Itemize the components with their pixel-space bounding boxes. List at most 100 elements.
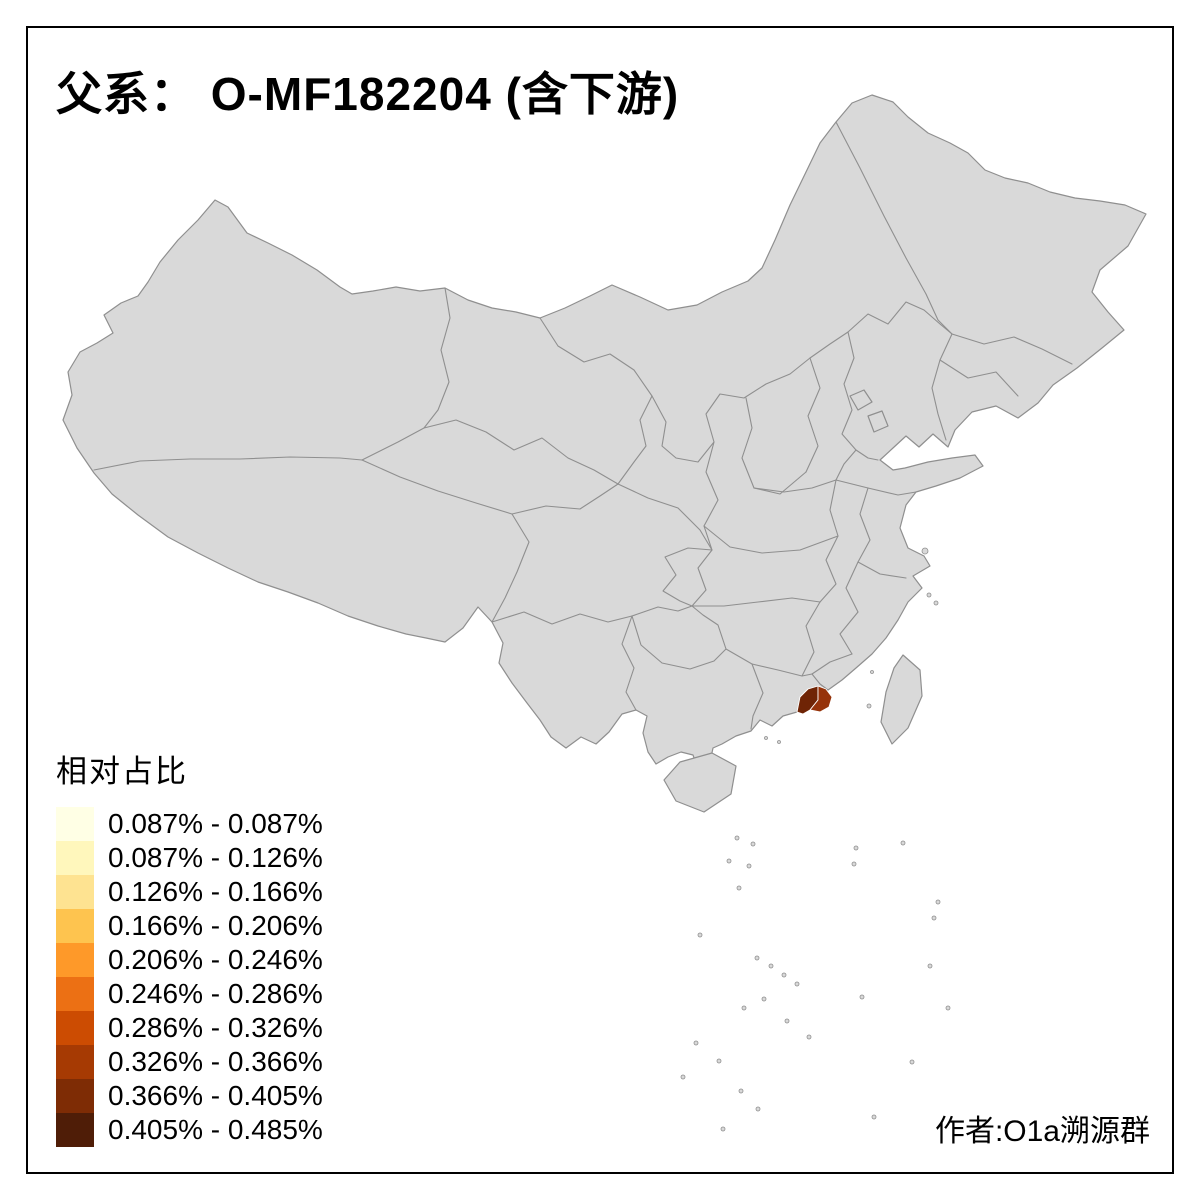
- province-border: [741, 397, 755, 489]
- province-border: [361, 459, 513, 515]
- island-mark: [935, 899, 941, 905]
- legend-swatch: [56, 1079, 94, 1113]
- legend-swatch: [56, 977, 94, 1011]
- island-mark: [851, 861, 857, 867]
- province-border: [811, 673, 829, 691]
- legend-label: 0.405% - 0.485%: [108, 1114, 323, 1145]
- province-border: [631, 605, 727, 670]
- island-mark: [933, 600, 939, 606]
- province-border: [703, 525, 839, 554]
- legend-label: 0.366% - 0.405%: [108, 1080, 323, 1111]
- province-border: [617, 395, 653, 485]
- highlighted-region: [809, 685, 833, 713]
- province-border: [841, 331, 879, 461]
- island-mark: [761, 996, 767, 1002]
- island-mark: [866, 703, 872, 709]
- page-title: 父系： O-MF182204 (含下游): [56, 68, 680, 120]
- legend-swatch: [56, 1113, 94, 1147]
- province-border: [539, 317, 849, 463]
- island-mark: [716, 1058, 722, 1064]
- hainan-island-region: [663, 752, 737, 813]
- province-border: [847, 301, 953, 335]
- island-mark: [931, 915, 937, 921]
- province-border: [621, 615, 637, 711]
- province-border: [662, 547, 713, 607]
- province-border: [491, 513, 530, 623]
- province-border: [750, 663, 764, 730]
- legend-item: 0.126% - 0.166%: [56, 875, 323, 909]
- island-mark: [859, 994, 865, 1000]
- map-regions: [62, 94, 1147, 813]
- province-border: [939, 359, 1019, 397]
- legend-swatch: [56, 807, 94, 841]
- island-mark: [738, 1088, 744, 1094]
- province-border: [835, 121, 953, 335]
- sea-islands: [680, 547, 951, 1132]
- province-border: [835, 479, 917, 496]
- province-border: [951, 333, 1073, 365]
- province-border: [423, 419, 619, 485]
- legend-item: 0.087% - 0.087%: [56, 807, 323, 841]
- legend-swatch: [56, 1011, 94, 1045]
- legend-swatch: [56, 1045, 94, 1079]
- island-mark: [764, 736, 768, 740]
- taiwan-island-region: [880, 654, 923, 745]
- island-mark: [806, 1034, 812, 1040]
- legend-swatch: [56, 943, 94, 977]
- island-mark: [726, 858, 732, 864]
- island-mark: [900, 840, 906, 846]
- province-border: [839, 611, 859, 655]
- island-mark: [909, 1059, 915, 1065]
- island-mark: [768, 963, 774, 969]
- province-border: [931, 333, 953, 441]
- province-border: [835, 449, 857, 481]
- province-border: [753, 479, 837, 493]
- island-mark: [777, 740, 781, 744]
- island-mark: [746, 863, 752, 869]
- province-border: [691, 597, 821, 607]
- tianjin-region: [867, 410, 889, 433]
- legend-label: 0.166% - 0.206%: [108, 910, 323, 941]
- province-border: [491, 611, 633, 625]
- legend-label: 0.087% - 0.126%: [108, 842, 323, 873]
- legend-label: 0.246% - 0.286%: [108, 978, 323, 1009]
- beijing-region: [849, 389, 873, 411]
- legend-item: 0.087% - 0.126%: [56, 841, 323, 875]
- province-border: [725, 648, 803, 677]
- legend-item: 0.166% - 0.206%: [56, 909, 323, 943]
- island-mark: [736, 885, 742, 891]
- island-mark: [870, 670, 874, 674]
- province-border: [753, 471, 807, 495]
- island-mark: [697, 932, 703, 938]
- island-mark: [750, 841, 756, 847]
- island-mark: [755, 1106, 761, 1112]
- island-mark: [720, 1126, 726, 1132]
- legend-swatch: [56, 841, 94, 875]
- legend-swatch: [56, 875, 94, 909]
- island-mark: [871, 1114, 877, 1120]
- province-border: [617, 483, 713, 551]
- legend-item: 0.326% - 0.366%: [56, 1045, 323, 1079]
- attribution-text: 作者:O1a溯源群: [934, 1115, 1150, 1148]
- legend-swatch: [56, 909, 94, 943]
- island-mark: [927, 963, 933, 969]
- island-mark: [794, 981, 800, 987]
- province-border: [845, 561, 859, 613]
- province-border: [829, 479, 839, 537]
- province-border: [631, 605, 693, 617]
- highlighted-regions: [796, 685, 833, 715]
- island-mark: [754, 955, 760, 961]
- legend-item: 0.366% - 0.405%: [56, 1079, 323, 1113]
- legend-item: 0.286% - 0.326%: [56, 1011, 323, 1045]
- legend: 相对占比 0.087% - 0.087% 0.087% - 0.126% 0.1…: [56, 746, 323, 1147]
- island-mark: [781, 972, 787, 978]
- legend-label: 0.326% - 0.366%: [108, 1046, 323, 1077]
- province-border: [857, 487, 907, 579]
- island-mark: [853, 845, 859, 851]
- province-border: [691, 549, 713, 607]
- island-mark: [734, 835, 740, 841]
- province-border: [703, 441, 719, 551]
- legend-label: 0.126% - 0.166%: [108, 876, 323, 907]
- mainland-region: [62, 94, 1147, 773]
